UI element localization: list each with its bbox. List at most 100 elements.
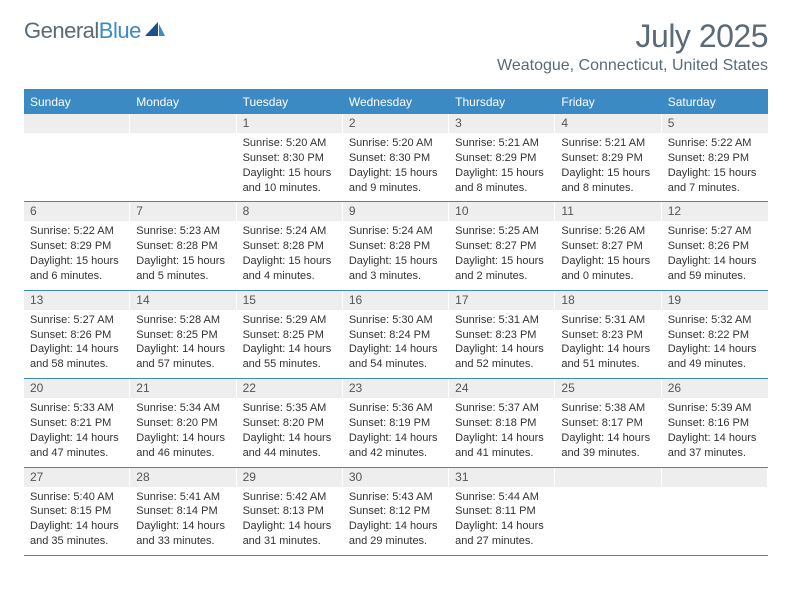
day-body: Sunrise: 5:39 AMSunset: 8:16 PMDaylight:…: [662, 398, 768, 466]
sunset-text: Sunset: 8:26 PM: [668, 239, 762, 254]
daylight-text: Daylight: 14 hours and 52 minutes.: [455, 342, 549, 372]
day-cell: 9 Sunrise: 5:24 AMSunset: 8:28 PMDaylight…: [343, 202, 449, 289]
sunrise-text: Sunrise: 5:22 AM: [30, 224, 124, 239]
daylight-text: Daylight: 14 hours and 35 minutes.: [30, 519, 124, 549]
day-number: 9: [343, 202, 449, 221]
day-body: Sunrise: 5:28 AMSunset: 8:25 PMDaylight:…: [130, 310, 236, 378]
day-number: 21: [130, 379, 236, 398]
day-cell: [24, 114, 130, 201]
daylight-text: Daylight: 14 hours and 47 minutes.: [30, 431, 124, 461]
day-number: 30: [343, 468, 449, 487]
day-body: Sunrise: 5:25 AMSunset: 8:27 PMDaylight:…: [449, 221, 555, 289]
daylight-text: Daylight: 15 hours and 5 minutes.: [136, 254, 230, 284]
day-number: 10: [449, 202, 555, 221]
day-body: Sunrise: 5:36 AMSunset: 8:19 PMDaylight:…: [343, 398, 449, 466]
day-cell: 12 Sunrise: 5:27 AMSunset: 8:26 PMDayligh…: [662, 202, 768, 289]
sunrise-text: Sunrise: 5:23 AM: [136, 224, 230, 239]
sunset-text: Sunset: 8:20 PM: [136, 416, 230, 431]
sunrise-text: Sunrise: 5:39 AM: [668, 401, 762, 416]
sunrise-text: Sunrise: 5:32 AM: [668, 313, 762, 328]
day-cell: 27Sunrise: 5:40 AMSunset: 8:15 PMDayligh…: [24, 468, 130, 555]
day-number: 28: [130, 468, 236, 487]
day-cell: 21Sunrise: 5:34 AMSunset: 8:20 PMDayligh…: [130, 379, 236, 466]
day-body: Sunrise: 5:21 AMSunset: 8:29 PMDaylight:…: [555, 133, 661, 201]
day-number: [24, 114, 130, 133]
sunset-text: Sunset: 8:26 PM: [30, 328, 124, 343]
daylight-text: Daylight: 15 hours and 6 minutes.: [30, 254, 124, 284]
day-number: 16: [343, 291, 449, 310]
day-body: Sunrise: 5:38 AMSunset: 8:17 PMDaylight:…: [555, 398, 661, 466]
daylight-text: Daylight: 14 hours and 59 minutes.: [668, 254, 762, 284]
day-cell: 11Sunrise: 5:26 AMSunset: 8:27 PMDayligh…: [555, 202, 661, 289]
day-cell: 14Sunrise: 5:28 AMSunset: 8:25 PMDayligh…: [130, 291, 236, 378]
sunrise-text: Sunrise: 5:29 AM: [243, 313, 337, 328]
day-cell: 26Sunrise: 5:39 AMSunset: 8:16 PMDayligh…: [662, 379, 768, 466]
sunset-text: Sunset: 8:14 PM: [136, 504, 230, 519]
sunset-text: Sunset: 8:18 PM: [455, 416, 549, 431]
sunset-text: Sunset: 8:30 PM: [243, 151, 337, 166]
sunset-text: Sunset: 8:17 PM: [561, 416, 655, 431]
sunset-text: Sunset: 8:28 PM: [349, 239, 443, 254]
daylight-text: Daylight: 15 hours and 10 minutes.: [243, 166, 337, 196]
sunrise-text: Sunrise: 5:31 AM: [561, 313, 655, 328]
day-body: Sunrise: 5:20 AMSunset: 8:30 PMDaylight:…: [343, 133, 449, 201]
sunrise-text: Sunrise: 5:21 AM: [455, 136, 549, 151]
sunrise-text: Sunrise: 5:20 AM: [243, 136, 337, 151]
day-number: 24: [449, 379, 555, 398]
week-row: 1Sunrise: 5:20 AMSunset: 8:30 PMDaylight…: [24, 114, 768, 202]
sunset-text: Sunset: 8:23 PM: [455, 328, 549, 343]
day-body: Sunrise: 5:31 AMSunset: 8:23 PMDaylight:…: [449, 310, 555, 378]
sunrise-text: Sunrise: 5:27 AM: [668, 224, 762, 239]
daylight-text: Daylight: 14 hours and 37 minutes.: [668, 431, 762, 461]
daylight-text: Daylight: 14 hours and 29 minutes.: [349, 519, 443, 549]
sunset-text: Sunset: 8:19 PM: [349, 416, 443, 431]
day-body: Sunrise: 5:35 AMSunset: 8:20 PMDaylight:…: [237, 398, 343, 466]
dow-tuesday: Tuesday: [237, 91, 343, 114]
day-number: [555, 468, 661, 487]
sunrise-text: Sunrise: 5:43 AM: [349, 490, 443, 505]
header: GeneralBlue July 2025 Weatogue, Connecti…: [24, 18, 768, 75]
sunrise-text: Sunrise: 5:21 AM: [561, 136, 655, 151]
sunrise-text: Sunrise: 5:22 AM: [668, 136, 762, 151]
day-number: 31: [449, 468, 555, 487]
daylight-text: Daylight: 15 hours and 3 minutes.: [349, 254, 443, 284]
sunrise-text: Sunrise: 5:24 AM: [243, 224, 337, 239]
sunset-text: Sunset: 8:25 PM: [136, 328, 230, 343]
day-body: Sunrise: 5:27 AMSunset: 8:26 PMDaylight:…: [24, 310, 130, 378]
daylight-text: Daylight: 15 hours and 2 minutes.: [455, 254, 549, 284]
day-body: Sunrise: 5:34 AMSunset: 8:20 PMDaylight:…: [130, 398, 236, 466]
dow-thursday: Thursday: [449, 91, 555, 114]
day-cell: 18Sunrise: 5:31 AMSunset: 8:23 PMDayligh…: [555, 291, 661, 378]
sunset-text: Sunset: 8:13 PM: [243, 504, 337, 519]
day-cell: 17Sunrise: 5:31 AMSunset: 8:23 PMDayligh…: [449, 291, 555, 378]
sunrise-text: Sunrise: 5:36 AM: [349, 401, 443, 416]
sunrise-text: Sunrise: 5:31 AM: [455, 313, 549, 328]
day-body: Sunrise: 5:32 AMSunset: 8:22 PMDaylight:…: [662, 310, 768, 378]
sunrise-text: Sunrise: 5:25 AM: [455, 224, 549, 239]
sunrise-text: Sunrise: 5:41 AM: [136, 490, 230, 505]
daylight-text: Daylight: 15 hours and 9 minutes.: [349, 166, 443, 196]
day-cell: 23Sunrise: 5:36 AMSunset: 8:19 PMDayligh…: [343, 379, 449, 466]
sunrise-text: Sunrise: 5:24 AM: [349, 224, 443, 239]
logo-text: GeneralBlue: [24, 18, 141, 44]
day-body: Sunrise: 5:31 AMSunset: 8:23 PMDaylight:…: [555, 310, 661, 378]
daylight-text: Daylight: 14 hours and 33 minutes.: [136, 519, 230, 549]
daylight-text: Daylight: 14 hours and 41 minutes.: [455, 431, 549, 461]
week-row: 27Sunrise: 5:40 AMSunset: 8:15 PMDayligh…: [24, 468, 768, 556]
day-number: 12: [662, 202, 768, 221]
day-number: 11: [555, 202, 661, 221]
day-number: 3: [449, 114, 555, 133]
day-number: 20: [24, 379, 130, 398]
dow-row: Sunday Monday Tuesday Wednesday Thursday…: [24, 91, 768, 114]
daylight-text: Daylight: 15 hours and 8 minutes.: [455, 166, 549, 196]
day-number: 14: [130, 291, 236, 310]
day-body: Sunrise: 5:21 AMSunset: 8:29 PMDaylight:…: [449, 133, 555, 201]
daylight-text: Daylight: 14 hours and 42 minutes.: [349, 431, 443, 461]
daylight-text: Daylight: 14 hours and 57 minutes.: [136, 342, 230, 372]
day-body: Sunrise: 5:22 AMSunset: 8:29 PMDaylight:…: [662, 133, 768, 201]
sunset-text: Sunset: 8:24 PM: [349, 328, 443, 343]
week-row: 13Sunrise: 5:27 AMSunset: 8:26 PMDayligh…: [24, 291, 768, 379]
day-cell: [662, 468, 768, 555]
day-number: 27: [24, 468, 130, 487]
day-body: Sunrise: 5:42 AMSunset: 8:13 PMDaylight:…: [237, 487, 343, 555]
